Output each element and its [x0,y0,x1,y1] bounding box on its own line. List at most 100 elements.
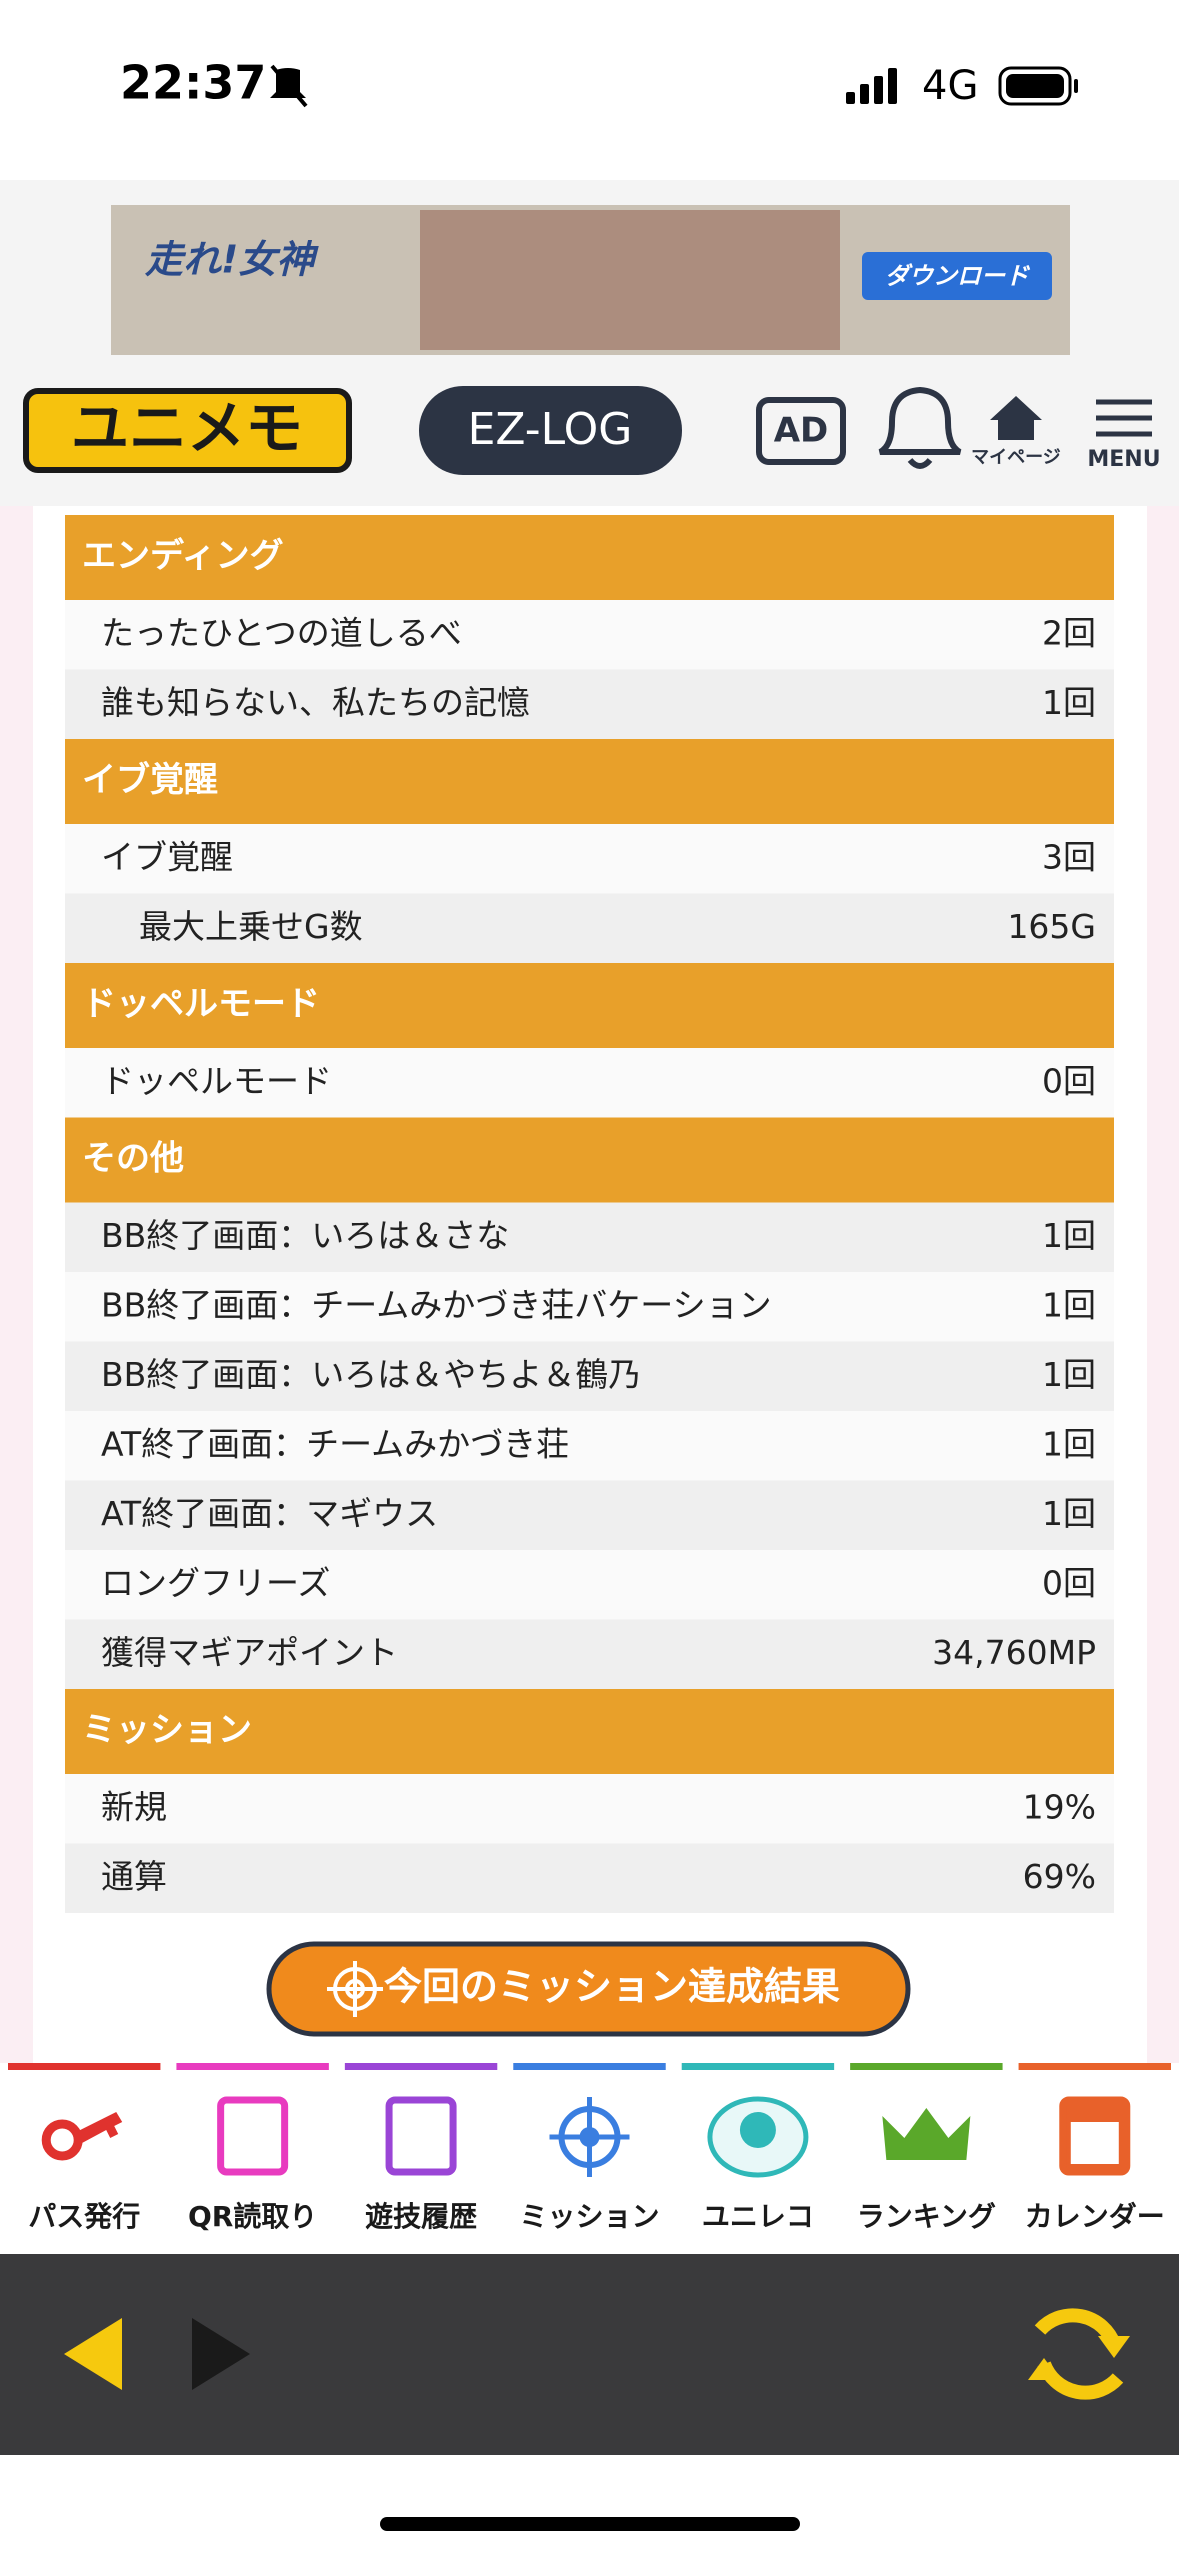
nav-item[interactable]: カレンダー [1018,2063,1171,2233]
bottom-nav: パス発行 QR読取り 遊技履歴 ミッション ユニレコ ランキング カレンダー [8,2063,1171,2233]
nav-color-bar [513,2063,666,2070]
row-label: 新規 [101,1787,167,1826]
nav-icon [385,2096,457,2176]
bell-button[interactable] [878,386,962,469]
icon-shape [76,2112,123,2144]
nav-label: ミッション [519,2200,659,2233]
row-value: 165G [1007,907,1096,946]
row-label: BB終了画面：いろは＆やちよ＆鶴乃 [101,1355,641,1394]
nav-label: パス発行 [28,2200,140,2233]
section-title: ミッション [82,1710,252,1750]
ad-download-label: ダウンロード [885,262,1031,290]
section-title: ドッペルモード [82,984,320,1024]
reload-arrow [1098,2336,1130,2358]
table-row [65,1550,1114,1620]
nav-label: カレンダー [1025,2200,1165,2233]
icon-shape [217,2096,289,2176]
nav-icon [41,2112,123,2161]
network-label: 4G [922,63,978,109]
nav-color-bar [176,2063,329,2070]
row-value: 34,760MP [932,1633,1096,1672]
ez-log-label: EZ-LOG [468,404,633,455]
row-value: 1回 [1042,683,1096,722]
ad-title: 走れ!女神 [144,238,319,282]
row-label: BB終了画面：チームみかづき荘バケーション [101,1285,772,1324]
row-label: BB終了画面：いろは＆さな [101,1216,509,1255]
section-header [65,515,1114,600]
row-value: 3回 [1042,837,1096,876]
row-label: イブ覚醒 [101,837,233,876]
row-value: 69% [1023,1857,1096,1896]
nav-color-bar [850,2063,1003,2070]
nav-item[interactable]: ユニレコ [681,2063,835,2233]
ad-button[interactable] [756,397,846,465]
nav-icon [707,2096,809,2178]
target-icon [327,1961,383,2017]
nav-item[interactable]: ランキング [850,2063,1003,2233]
nav-label: 遊技履歴 [365,2200,477,2233]
nav-color-bar [344,2063,498,2070]
row-value: 0回 [1042,1061,1096,1100]
table-row [65,1619,1114,1689]
forward-button[interactable] [192,2318,250,2390]
section-header [65,739,1114,824]
nav-item[interactable]: 遊技履歴 [344,2063,498,2233]
menu-label: MENU [1087,447,1160,472]
table-row [65,1272,1114,1342]
table-row [65,1341,1114,1411]
table-row [65,669,1114,739]
icon-shape [739,2112,776,2148]
nav-icon [882,2108,971,2160]
section-title: エンディング [82,536,284,576]
icon-shape [549,2097,630,2177]
nav-label: ランキング [857,2200,996,2233]
ad-art [420,210,840,350]
icon-shape [1070,2122,1119,2164]
nav-label: ユニレコ [702,2200,814,2233]
table-row [65,1048,1114,1118]
mission-result-button[interactable] [266,1941,911,2037]
row-value: 1回 [1042,1216,1096,1255]
row-value: 1回 [1042,1424,1096,1463]
table-row [65,600,1114,670]
section-header [65,963,1114,1048]
table-row [65,1774,1114,1844]
icon-shape [385,2096,457,2176]
table-row [65,1843,1114,1913]
table-row [65,1480,1114,1550]
browser-toolbar [0,2254,1179,2455]
row-value: 0回 [1042,1563,1096,1602]
icon-shape [41,2119,83,2161]
row-value: 2回 [1042,613,1096,652]
row-value: 1回 [1042,1285,1096,1324]
home-button[interactable] [990,396,1042,440]
nav-item[interactable]: QR読取り [176,2063,329,2233]
table-row [65,824,1114,894]
nav-icon [217,2096,289,2176]
row-label: AT終了画面：チームみかづき荘 [101,1424,569,1463]
logo-text: ユニメモ [71,394,303,462]
section-header [65,1117,1114,1203]
logo[interactable] [23,388,352,473]
nav-item[interactable]: ミッション [513,2063,666,2233]
clock: 22:37 [120,56,266,110]
ez-log-button[interactable] [419,386,682,475]
row-label: たったひとつの道しるべ [101,613,462,652]
row-value: 1回 [1042,1355,1096,1394]
row-label: ロングフリーズ [101,1563,330,1602]
menu-button[interactable] [1096,399,1152,437]
mypage-label: マイページ [971,447,1061,468]
battery-icon [998,66,1078,106]
back-button[interactable] [64,2318,122,2390]
section-title: その他 [82,1139,184,1179]
row-value: 19% [1023,1787,1096,1826]
nav-item[interactable]: パス発行 [8,2063,161,2233]
row-label: 通算 [101,1857,167,1896]
nav-label: QR読取り [188,2200,317,2233]
nav-icon [1059,2096,1131,2176]
ad-download-button[interactable] [862,252,1052,300]
row-value: 1回 [1042,1494,1096,1533]
